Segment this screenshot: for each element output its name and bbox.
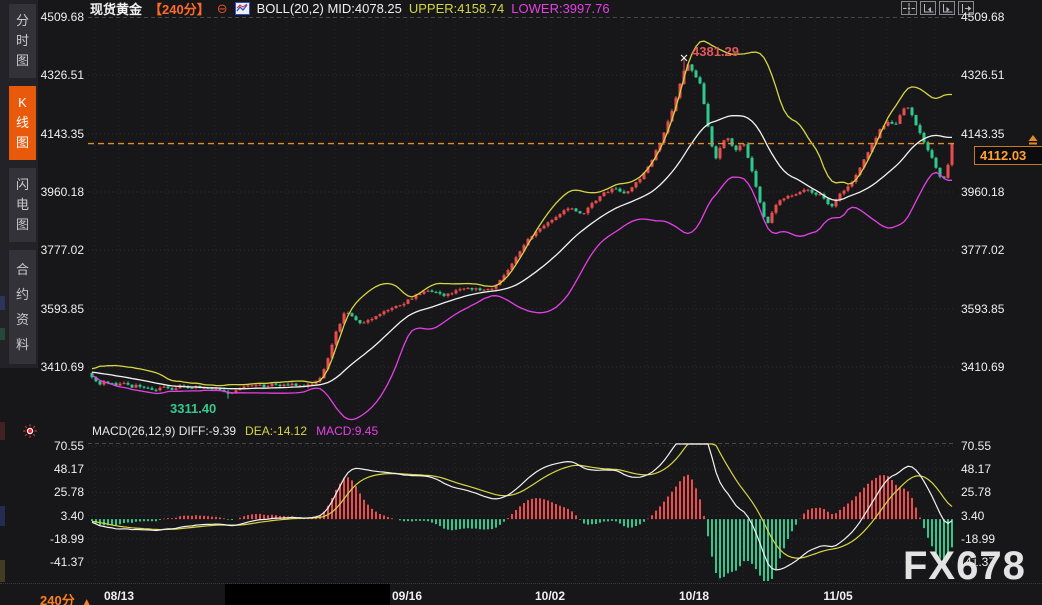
crosshair-icon[interactable] [901, 1, 917, 15]
sidebar-tab-0[interactable]: 分时图 [9, 4, 36, 78]
date-tick-2: 10/02 [534, 589, 566, 603]
macd-grid [88, 443, 955, 583]
price-tick-left-3: 3960.18 [40, 185, 84, 199]
chevron-up-icon: ▲ [81, 597, 92, 605]
jump-to-latest-icon[interactable] [958, 1, 974, 15]
price-alert-icon[interactable] [22, 423, 38, 444]
highest-price-annotation: 4381.29 [692, 43, 739, 59]
edge-mark-1 [0, 328, 5, 340]
edge-mark-3 [0, 506, 5, 526]
date-tick-1: 09/16 [391, 589, 423, 603]
price-tick-right-0: 4509.68 [961, 10, 1005, 24]
macd-lines [91, 443, 953, 571]
macd-tick-right-5: -41.37 [961, 555, 996, 569]
macd-diff-label: MACD(26,12,9) DIFF:-9.39 [92, 424, 237, 438]
boll-lower-label: LOWER:3997.76 [511, 1, 610, 16]
price-tick-left-4: 3777.02 [40, 243, 84, 258]
axis-shrink-icon[interactable] [920, 1, 936, 15]
price-tick-right-2: 4143.35 [961, 126, 1005, 141]
chart-title-bar: 现货黄金 【240分】 ⊖ BOLL(20,2) MID:4078.25 UPP… [90, 0, 610, 17]
boll-mid-label: BOLL(20,2) MID:4078.25 [256, 1, 402, 16]
date-tick-4: 11/05 [823, 589, 853, 603]
remove-indicator-icon[interactable]: ⊖ [216, 1, 228, 16]
redacted-region [225, 584, 390, 605]
fx678-watermark: FX678 [903, 544, 1026, 588]
sidebar-tab-2[interactable]: 闪电图 [9, 168, 36, 242]
price-tick-right-4: 3777.02 [961, 243, 1005, 258]
macd-histogram [91, 474, 953, 581]
high-marker [680, 54, 688, 62]
macd-tick-left-2: 25.78 [53, 485, 84, 500]
price-tick-left-5: 3593.85 [40, 301, 84, 316]
macd-tick-right-4: -18.99 [961, 531, 996, 546]
indicator-chart-icon [234, 2, 250, 15]
macd-tick-left-4: -18.99 [49, 531, 84, 546]
axis-expand-icon[interactable] [939, 1, 955, 15]
price-tick-left-6: 3410.69 [40, 360, 84, 374]
symbol-name: 现货黄金 [90, 2, 143, 17]
candles [90, 57, 954, 399]
edge-mark-0 [0, 296, 5, 310]
interval-tag: 【240分】 [149, 2, 210, 17]
last-price-box: 4112.03 [974, 145, 1042, 165]
price-tick-left-0: 4509.68 [40, 10, 84, 24]
time-axis: 240分 ▲ 08/13 09/16 10/02 10/18 11/05 [0, 583, 1042, 605]
date-tick-3: 10/18 [678, 589, 710, 603]
price-tick-right-5: 3593.85 [961, 301, 1005, 316]
price-tick-left-2: 4143.35 [40, 126, 84, 141]
price-tick-left-1: 4326.51 [40, 68, 84, 83]
chart-toolbar [901, 1, 974, 15]
macd-value-label: MACD:9.45 [316, 424, 379, 438]
macd-tick-right-0: 70.55 [961, 439, 992, 453]
macd-tick-right-1: 48.17 [961, 462, 992, 477]
lowest-price-annotation: 3311.40 [170, 400, 217, 416]
date-tick-0: 08/13 [103, 589, 135, 603]
macd-tick-left-0: 70.55 [53, 439, 84, 453]
last-price-value: 4112.03 [980, 147, 1027, 163]
sidebar-tab-3[interactable]: 合约资料 [9, 250, 36, 364]
edge-mark-4 [0, 560, 5, 582]
macd-tick-left-3: 3.40 [60, 508, 84, 523]
macd-canvas[interactable] [88, 443, 956, 583]
main-candlestick-canvas[interactable] [88, 17, 956, 422]
price-tick-right-3: 3960.18 [961, 185, 1005, 199]
bollinger-bands [91, 40, 952, 421]
macd-tick-right-3: 3.40 [961, 508, 985, 523]
macd-tick-right-2: 25.78 [961, 485, 992, 500]
boll-upper-label: UPPER:4158.74 [408, 1, 505, 16]
grid [88, 17, 955, 422]
macd-tick-left-1: 48.17 [53, 462, 84, 477]
edge-mark-2 [0, 422, 5, 440]
timeframe-selector[interactable]: 240分 ▲ [40, 590, 92, 605]
scroll-to-price-icon[interactable] [1026, 133, 1040, 151]
macd-dea-label: DEA:-14.12 [245, 424, 308, 438]
macd-tick-left-5: -41.37 [49, 555, 84, 569]
price-tick-right-1: 4326.51 [961, 68, 1005, 83]
price-tick-right-6: 3410.69 [961, 360, 1005, 374]
macd-header: MACD(26,12,9) DIFF:-9.39 DEA:-14.12 MACD:9… [92, 424, 378, 438]
